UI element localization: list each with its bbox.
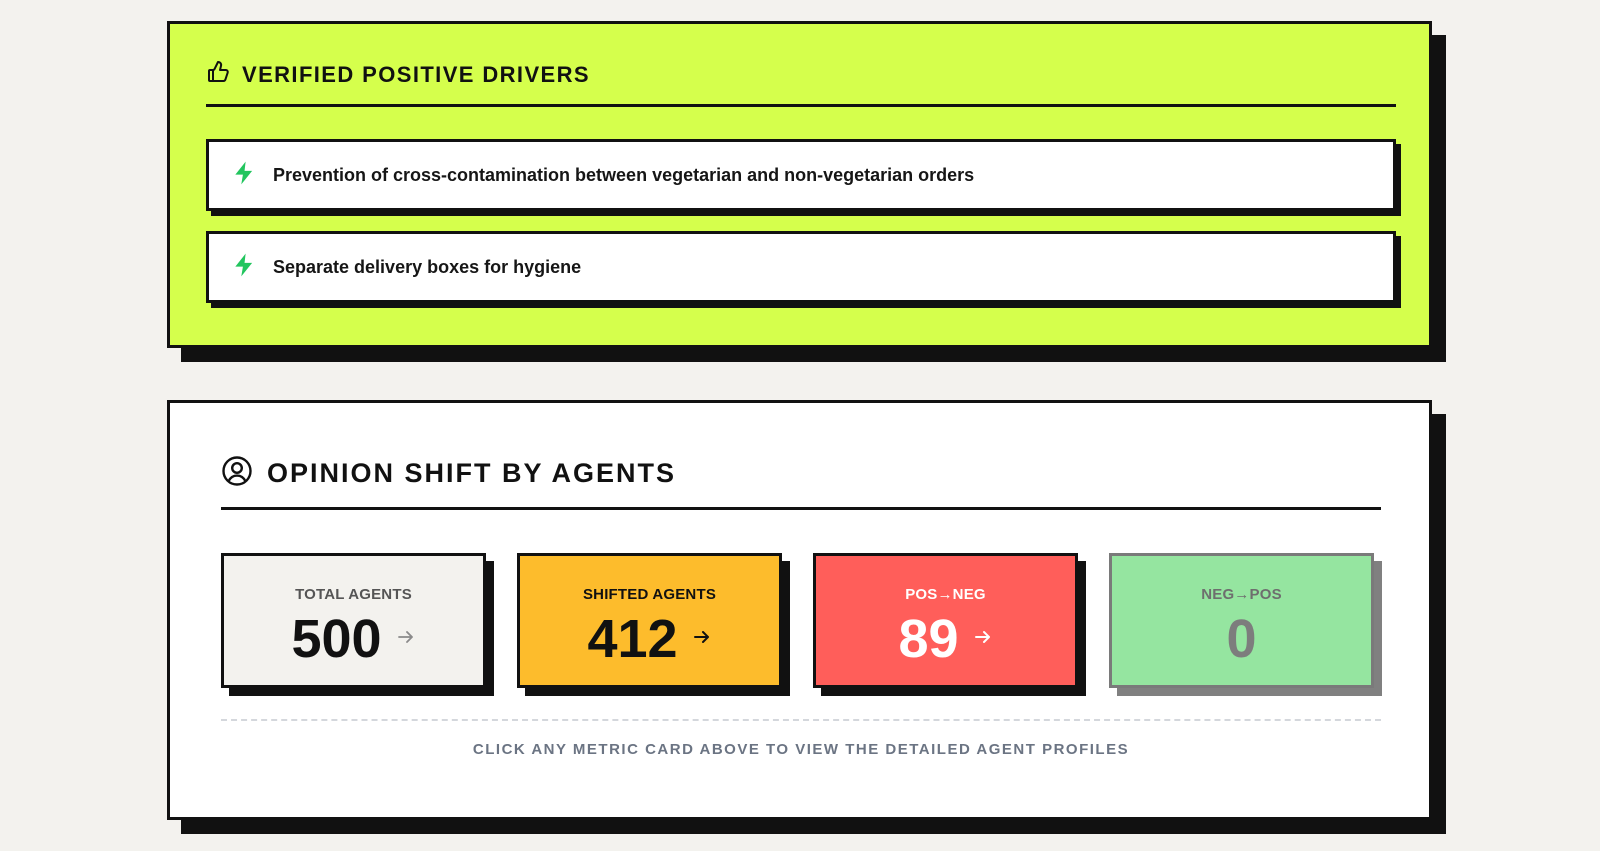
neg-to-pos-card[interactable]: NEG→POS 0: [1109, 553, 1374, 688]
driver-item: Prevention of cross-contamination betwee…: [206, 139, 1396, 211]
dashed-divider: [221, 719, 1381, 721]
thumbs-up-icon: [206, 60, 230, 89]
metric-value: 0: [1226, 609, 1257, 669]
lightning-bolt-icon: [231, 160, 257, 191]
arrow-right-icon: [973, 627, 993, 652]
metric-label: NEG→POS: [1201, 586, 1282, 603]
pos-to-neg-card[interactable]: POS→NEG 89: [813, 553, 1078, 688]
metric-value: 500: [291, 609, 382, 669]
metric-label: POS→NEG: [905, 586, 986, 603]
arrow-right-icon: [396, 627, 416, 652]
positive-drivers-panel: VERIFIED POSITIVE DRIVERS Prevention of …: [167, 21, 1432, 348]
metric-value: 412: [587, 609, 678, 669]
shift-hint: CLICK ANY METRIC CARD ABOVE TO VIEW THE …: [472, 741, 1130, 758]
drivers-title: VERIFIED POSITIVE DRIVERS: [242, 61, 590, 87]
shift-divider: [221, 507, 1381, 510]
metric-label: TOTAL AGENTS: [295, 586, 412, 603]
total-agents-card[interactable]: TOTAL AGENTS 500: [221, 553, 486, 688]
metric-value: 89: [898, 609, 959, 669]
opinion-shift-panel: OPINION SHIFT BY AGENTS TOTAL AGENTS 500…: [167, 400, 1432, 820]
arrow-right-icon: [692, 627, 712, 652]
drivers-divider: [206, 104, 1396, 107]
user-circle-icon: [221, 455, 253, 492]
shift-title: OPINION SHIFT BY AGENTS: [267, 458, 677, 488]
driver-item: Separate delivery boxes for hygiene: [206, 231, 1396, 303]
shift-header: OPINION SHIFT BY AGENTS: [221, 455, 676, 492]
metric-label: SHIFTED AGENTS: [582, 586, 717, 603]
drivers-header: VERIFIED POSITIVE DRIVERS: [206, 60, 590, 89]
lightning-bolt-icon: [231, 252, 257, 283]
driver-text: Prevention of cross-contamination betwee…: [273, 164, 975, 185]
shifted-agents-card[interactable]: SHIFTED AGENTS 412: [517, 553, 782, 688]
driver-text: Separate delivery boxes for hygiene: [273, 256, 582, 277]
